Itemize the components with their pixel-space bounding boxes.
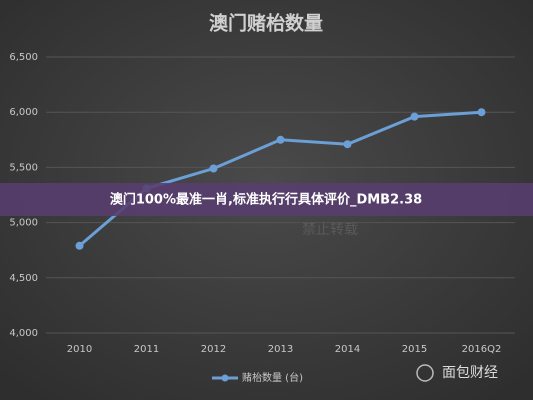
y-tick-label: 4,500 xyxy=(9,273,38,284)
x-tick-label: 2016Q2 xyxy=(462,344,502,355)
point xyxy=(75,241,84,250)
legend-label: 赌枱数量 (台) xyxy=(242,371,303,384)
legend-marker xyxy=(221,374,229,382)
point xyxy=(276,135,285,144)
point xyxy=(343,140,352,149)
y-tick-label: 5,500 xyxy=(9,162,38,173)
point xyxy=(209,164,218,173)
y-tick-label: 5,000 xyxy=(9,218,38,229)
banner-bg xyxy=(0,183,533,216)
x-tick-label: 2014 xyxy=(335,344,360,355)
y-tick-label: 6,500 xyxy=(9,52,38,63)
banner-text: 澳门100%最准一肖,标准执行行具体评价_DMB2.38 xyxy=(110,192,422,208)
x-tick-label: 2013 xyxy=(268,344,293,355)
point xyxy=(410,112,419,121)
x-tick-label: 2015 xyxy=(402,344,427,355)
x-tick-label: 2012 xyxy=(201,344,226,355)
x-tick-label: 2010 xyxy=(67,344,92,355)
y-tick-label: 6,000 xyxy=(9,107,38,118)
y-tick-label: 4,000 xyxy=(9,328,38,339)
point xyxy=(477,108,486,117)
watermark: 面包财经 xyxy=(442,365,498,381)
chart-title: 澳门赌枱数量 xyxy=(209,12,323,35)
x-tick-label: 2011 xyxy=(134,344,159,355)
watermark-icon xyxy=(416,364,434,382)
faint-watermark: 禁止转载 xyxy=(302,222,358,238)
